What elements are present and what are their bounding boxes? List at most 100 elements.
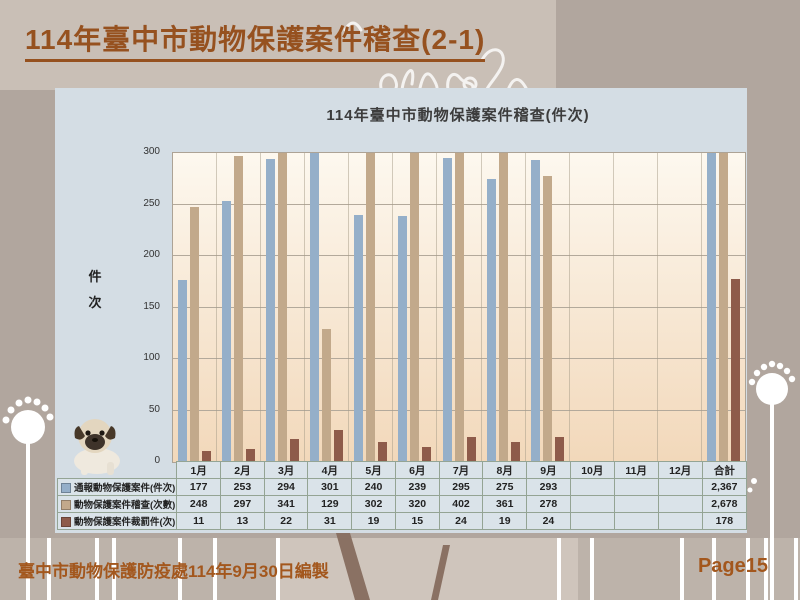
stem-line: [557, 538, 561, 600]
bar: [410, 153, 420, 462]
bar: [466, 437, 476, 462]
bar: [718, 153, 728, 462]
table-value-cell: 240: [351, 478, 396, 496]
month-header: 6月: [394, 461, 440, 479]
bar-group-3月: [261, 153, 306, 462]
table-value-cell: 178: [701, 512, 748, 530]
bar: [290, 439, 300, 462]
bar: [554, 437, 564, 462]
table-value-cell: 361: [482, 495, 528, 513]
legend-color-key: [61, 500, 71, 511]
table-value-cell: 295: [438, 478, 484, 496]
table-value-cell: 177: [176, 478, 222, 496]
bar: [730, 278, 740, 462]
bar: [222, 201, 232, 462]
y-tick-label: 200: [143, 249, 160, 261]
month-header: 9月: [526, 461, 571, 479]
stem-line: [746, 538, 750, 600]
month-header: 4月: [307, 461, 353, 479]
bar: [246, 448, 256, 462]
legend-item: 通報動物保護案件(件次): [56, 478, 178, 496]
table-value-cell: [657, 478, 703, 496]
page-number: Page15: [697, 555, 768, 577]
stem-line: [178, 538, 182, 600]
plot-area: [172, 152, 746, 463]
bar: [510, 442, 520, 462]
bar: [190, 206, 200, 462]
table-value-cell: 19: [482, 512, 528, 530]
month-header: 1月: [176, 461, 222, 479]
bar-group-8月: [482, 153, 526, 462]
bar-group-7月: [437, 153, 482, 462]
table-value-cell: [569, 512, 615, 530]
stem-line: [276, 538, 280, 600]
month-header: 2月: [220, 461, 265, 479]
table-value-cell: [613, 478, 659, 496]
bar-group-9月: [526, 153, 570, 462]
bar-group-4月: [305, 153, 350, 462]
bar: [310, 153, 320, 462]
table-value-cell: 11: [176, 512, 222, 530]
table-value-cell: 22: [263, 512, 309, 530]
bar: [278, 153, 288, 462]
month-header: 10月: [569, 461, 615, 479]
table-value-cell: 402: [438, 495, 484, 513]
stem-line: [712, 538, 716, 600]
table-value-cell: 297: [220, 495, 265, 513]
data-table: 1月 2月 3月 4月 5月 6月 7月 8月 9月 10月 11月 12月 合計 通報動物保護案件(件次…: [56, 461, 748, 530]
stem-line: [95, 538, 99, 600]
table-value-cell: [657, 495, 703, 513]
legend-color-key: [61, 517, 71, 528]
bar: [486, 178, 496, 462]
stem-line: [213, 538, 217, 600]
y-tick-label: 250: [143, 197, 160, 209]
table-value-cell: [657, 512, 703, 530]
bar: [366, 153, 376, 462]
month-header: 7月: [438, 461, 484, 479]
table-value-cell: 15: [394, 512, 440, 530]
table-value-cell: 2,678: [701, 495, 748, 513]
y-axis-title: 件次: [88, 269, 102, 310]
chart-title: 114年臺中市動物保護案件稽查(件次): [326, 107, 590, 124]
bar: [542, 175, 552, 462]
stem-line: [590, 538, 594, 600]
bar-group-2月: [217, 153, 262, 462]
stem-line: [764, 538, 768, 600]
table-value-cell: 253: [220, 478, 265, 496]
legend-item: 動物保護案件裁罰件(次): [56, 512, 178, 530]
table-value-cell: 239: [394, 478, 440, 496]
pug-dog-image: [59, 414, 134, 481]
month-header: 3月: [263, 461, 309, 479]
bar: [202, 450, 212, 462]
table-value-cell: [569, 478, 615, 496]
stem-line: [112, 538, 116, 600]
bar: [334, 430, 344, 462]
table-value-cell: 31: [307, 512, 353, 530]
table-value-cell: 320: [394, 495, 440, 513]
month-header: 11月: [613, 461, 659, 479]
bar-group-合計: [702, 153, 745, 462]
bar: [178, 279, 188, 462]
stem-line: [680, 538, 684, 600]
y-tick-label: 300: [143, 146, 160, 157]
slide-title: 114年臺中市動物保護案件稽查(2-1): [25, 18, 486, 62]
bar-group-1月: [173, 153, 218, 462]
bar: [530, 160, 540, 462]
footer-credit: 臺中市動物保護防疫處114年9月30日編製: [18, 562, 329, 581]
table-value-cell: 275: [482, 478, 528, 496]
stem-line: [794, 538, 798, 600]
table-value-cell: 19: [351, 512, 396, 530]
bar: [234, 156, 244, 462]
table-value-cell: 13: [220, 512, 265, 530]
y-tick-label: 150: [143, 300, 160, 312]
table-value-cell: 341: [263, 495, 309, 513]
table-value-cell: 129: [307, 495, 353, 513]
bar: [422, 446, 432, 462]
bar-group-12月: [658, 153, 702, 462]
bar: [398, 215, 408, 462]
bar-group-10月: [570, 153, 614, 462]
bar: [378, 442, 388, 462]
month-header: 8月: [482, 461, 528, 479]
month-header: 12月: [657, 461, 703, 479]
